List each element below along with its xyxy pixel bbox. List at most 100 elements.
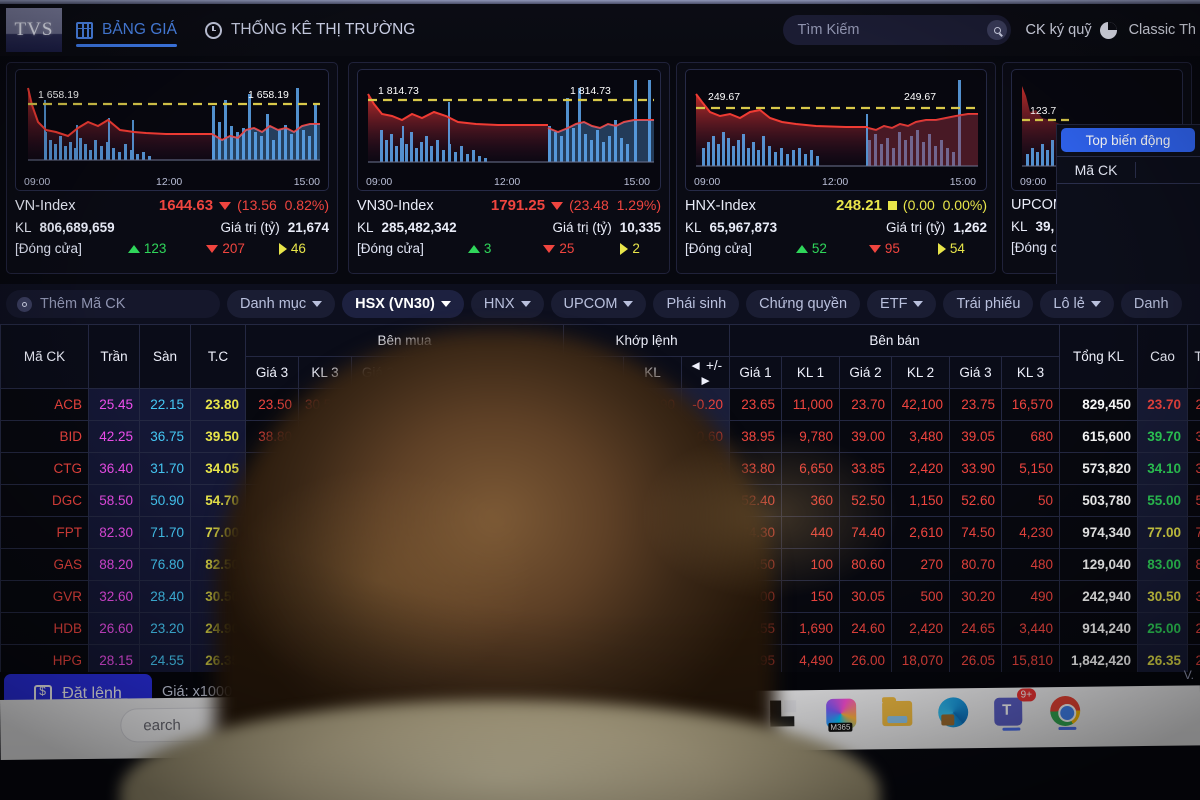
th-ban-kl-1[interactable]: KL 1 bbox=[781, 356, 841, 389]
unchanged-icon bbox=[620, 242, 629, 255]
th-tran[interactable]: Trần bbox=[88, 324, 140, 389]
add-symbol-input[interactable]: Thêm Mã CK bbox=[6, 290, 220, 318]
th-ma-ck[interactable]: Mã CK bbox=[0, 324, 89, 389]
margin-label: CK ký quỹ bbox=[1025, 22, 1092, 38]
vn30-advancers: 3 bbox=[483, 241, 492, 256]
file-explorer-icon[interactable] bbox=[882, 695, 916, 729]
index-cards-row: 1 658.19 1 658.19 09:00 12:00 15:00 VN-I… bbox=[0, 62, 1200, 342]
cell-cao: 34.10 bbox=[1137, 452, 1189, 485]
cell-s3v: 3,440 bbox=[1001, 612, 1061, 645]
th-tc[interactable]: T.C bbox=[190, 324, 246, 389]
search-icon bbox=[17, 296, 32, 312]
cell-cao: 83.00 bbox=[1137, 548, 1189, 581]
svg-text:1 658.19: 1 658.19 bbox=[248, 89, 289, 101]
cell-tc: 39.50 bbox=[190, 420, 246, 453]
cell-tot: 503,780 bbox=[1059, 484, 1139, 517]
nav-tab-thong-ke-thi-truong[interactable]: THỐNG KÊ THỊ TRƯỜNG bbox=[191, 4, 429, 56]
arrow-down-icon bbox=[219, 202, 232, 210]
vn30-axis-1: 12:00 bbox=[494, 176, 521, 188]
cell-tail: 3 bbox=[1187, 420, 1200, 453]
hnx-value: 248.21 bbox=[836, 197, 882, 214]
index-card-hnx[interactable]: 249.67 249.67 09:00 12:00 15:00 HNX-Inde… bbox=[676, 62, 996, 274]
vnindex-chart: 1 658.19 1 658.19 09:00 12:00 15:00 bbox=[15, 69, 329, 191]
cell-s3p: 74.50 bbox=[949, 516, 1003, 549]
vn30-value: 1791.25 bbox=[490, 197, 546, 214]
vn30-chart: 1 814.73 1 814.73 09:00 12:00 15:00 bbox=[357, 69, 661, 191]
cell-s1v: 150 bbox=[781, 580, 841, 613]
svg-text:249.67: 249.67 bbox=[904, 91, 936, 103]
chevron-down-icon bbox=[1090, 301, 1101, 307]
cell-san: 23.20 bbox=[139, 612, 191, 645]
cell-sym: BID bbox=[0, 420, 89, 453]
chip-trai-phieu-label: Trái phiếu bbox=[956, 296, 1021, 312]
index-card-vnindex[interactable]: 1 658.19 1 658.19 09:00 12:00 15:00 VN-I… bbox=[6, 62, 338, 274]
chip-lo-le[interactable]: Lô lẻ bbox=[1040, 290, 1114, 318]
search-input[interactable]: Tìm Kiếm bbox=[783, 15, 1012, 45]
cell-tot: 914,240 bbox=[1059, 612, 1139, 645]
hnx-volume: 65,967,873 bbox=[709, 220, 778, 235]
chip-phai-sinh[interactable]: Phái sinh bbox=[653, 290, 740, 318]
top-movers-column-symbol: Mã CK bbox=[1057, 162, 1137, 178]
cell-cao: 55.00 bbox=[1137, 484, 1189, 517]
chip-chung-quyen[interactable]: Chứng quyền bbox=[746, 290, 861, 318]
microsoft-edge-icon[interactable] bbox=[938, 694, 972, 728]
vnindex-axis-0: 09:00 bbox=[24, 176, 51, 188]
cell-s3p: 39.05 bbox=[949, 420, 1003, 453]
th-mua-gia-3[interactable]: Giá 3 bbox=[245, 356, 299, 389]
cell-s1v: 4,490 bbox=[781, 644, 841, 677]
cell-s2v: 2,610 bbox=[891, 516, 951, 549]
cell-tail: 7 bbox=[1187, 516, 1200, 549]
cell-tail: 2 bbox=[1187, 644, 1200, 677]
vnindex-change: (13.56 0.82%) bbox=[237, 197, 329, 213]
chip-trai-phieu[interactable]: Trái phiếu bbox=[943, 290, 1034, 318]
hnx-advancers: 52 bbox=[811, 241, 827, 256]
google-chrome-icon[interactable] bbox=[1050, 693, 1084, 731]
vnindex-unchanged: 46 bbox=[290, 241, 306, 256]
tvs-logo: TVS bbox=[6, 8, 62, 52]
th-ban-gia-3[interactable]: Giá 3 bbox=[949, 356, 1003, 389]
cell-s1v: 440 bbox=[781, 516, 841, 549]
cell-tran: 32.60 bbox=[88, 580, 140, 613]
hnx-axis-1: 12:00 bbox=[822, 176, 849, 188]
index-card-vn30[interactable]: 1 814.73 1 814.73 09:00 12:00 15:00 VN30… bbox=[348, 62, 670, 274]
th-ban-kl-2[interactable]: KL 2 bbox=[891, 356, 951, 389]
cell-sym: CTG bbox=[0, 452, 89, 485]
decliners-icon bbox=[868, 244, 881, 253]
margin-securities-button[interactable]: CK ký quỹ bbox=[1025, 21, 1117, 39]
th-san[interactable]: Sàn bbox=[139, 324, 191, 389]
chevron-down-icon bbox=[312, 301, 323, 307]
cell-s2v: 2,420 bbox=[891, 612, 951, 645]
theme-selector[interactable]: Classic Th bbox=[1128, 22, 1196, 38]
search-icon[interactable] bbox=[987, 20, 1008, 40]
vnindex-status: [Đóng cửa] bbox=[15, 241, 82, 256]
chip-hnx[interactable]: HNX bbox=[470, 290, 544, 318]
top-movers-button[interactable]: Top biến động bbox=[1061, 128, 1195, 152]
windows-start-icon[interactable] bbox=[770, 696, 804, 730]
th-ban-kl-3[interactable]: KL 3 bbox=[1001, 356, 1061, 389]
search-placeholder: Tìm Kiếm bbox=[797, 22, 860, 38]
th-ban-gia-1[interactable]: Giá 1 bbox=[729, 356, 783, 389]
chip-hsx-vn30[interactable]: HSX (VN30) bbox=[342, 290, 464, 318]
th-khop-change[interactable]: ◄ +/- ► bbox=[681, 356, 731, 389]
clock-icon bbox=[204, 21, 222, 39]
vnindex-decliners: 207 bbox=[222, 241, 245, 256]
vn30-volume-label: KL bbox=[357, 220, 374, 235]
advancers-icon bbox=[127, 244, 140, 253]
taskbar-icons: M365 9+ bbox=[770, 688, 1084, 732]
chip-etf[interactable]: ETF bbox=[867, 290, 937, 318]
nav-tab-bang-gia[interactable]: BẢNG GIÁ bbox=[62, 4, 191, 56]
cell-tot: 1,842,420 bbox=[1059, 644, 1139, 677]
chip-upcom[interactable]: UPCOM bbox=[550, 290, 647, 318]
th-tong-kl[interactable]: Tổng KL bbox=[1059, 324, 1139, 389]
chip-danh-label: Danh bbox=[1133, 296, 1169, 312]
vn30-axis-2: 15:00 bbox=[623, 176, 650, 188]
vnindex-advancers: 123 bbox=[143, 241, 167, 256]
chip-danh[interactable]: Danh bbox=[1120, 290, 1182, 318]
th-cao[interactable]: Cao bbox=[1137, 324, 1189, 389]
microsoft-teams-icon[interactable]: 9+ bbox=[994, 688, 1037, 731]
th-thap[interactable]: T bbox=[1187, 324, 1200, 389]
microsoft-365-copilot-icon[interactable]: M365 bbox=[826, 695, 860, 732]
th-ban-gia-2[interactable]: Giá 2 bbox=[839, 356, 893, 389]
chip-danh-muc[interactable]: Danh mục bbox=[227, 290, 336, 318]
cell-tran: 28.15 bbox=[88, 644, 140, 677]
